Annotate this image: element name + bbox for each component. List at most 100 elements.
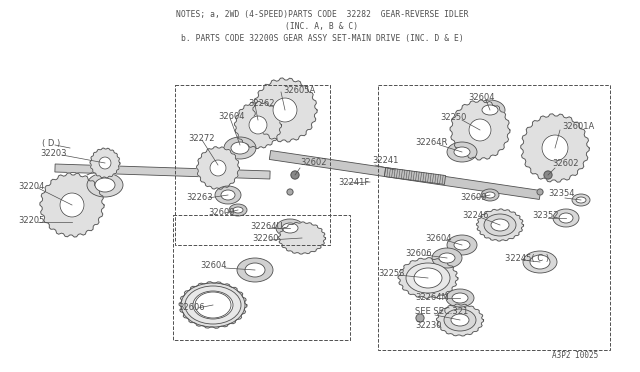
Polygon shape — [179, 282, 247, 328]
Ellipse shape — [414, 268, 442, 288]
Ellipse shape — [447, 235, 477, 255]
Text: 32203: 32203 — [40, 148, 67, 157]
Ellipse shape — [523, 251, 557, 273]
Ellipse shape — [475, 100, 505, 120]
Ellipse shape — [572, 194, 590, 206]
Ellipse shape — [229, 204, 247, 216]
Ellipse shape — [95, 178, 115, 192]
Ellipse shape — [491, 219, 509, 231]
Ellipse shape — [282, 223, 298, 233]
Ellipse shape — [454, 240, 470, 250]
Ellipse shape — [185, 286, 241, 324]
Text: b. PARTS CODE 32200S GEAR ASSY SET-MAIN DRIVE (INC. D & E): b. PARTS CODE 32200S GEAR ASSY SET-MAIN … — [180, 34, 463, 43]
Text: 32606: 32606 — [405, 248, 431, 257]
Ellipse shape — [553, 209, 579, 227]
Text: 32609: 32609 — [460, 192, 486, 202]
Polygon shape — [436, 304, 484, 336]
Text: (INC. A, B & C): (INC. A, B & C) — [285, 22, 358, 31]
Ellipse shape — [233, 207, 243, 213]
Ellipse shape — [439, 253, 455, 263]
Polygon shape — [385, 167, 445, 185]
Text: 32263: 32263 — [186, 192, 212, 202]
Polygon shape — [398, 258, 458, 298]
Text: 32241F: 32241F — [338, 177, 369, 186]
Text: 32604: 32604 — [468, 93, 495, 102]
Circle shape — [249, 116, 267, 134]
Circle shape — [287, 189, 293, 195]
Text: 32606: 32606 — [178, 304, 205, 312]
Text: 32604: 32604 — [425, 234, 451, 243]
Polygon shape — [196, 147, 239, 189]
Ellipse shape — [195, 292, 231, 318]
Ellipse shape — [485, 192, 495, 198]
Text: 32253: 32253 — [378, 269, 404, 278]
Ellipse shape — [484, 214, 516, 236]
Ellipse shape — [446, 289, 474, 307]
Polygon shape — [40, 173, 104, 237]
Text: 32272: 32272 — [188, 134, 214, 142]
Ellipse shape — [231, 142, 249, 154]
Circle shape — [469, 119, 491, 141]
Ellipse shape — [576, 197, 586, 203]
Ellipse shape — [237, 258, 273, 282]
Text: 32264M: 32264M — [415, 292, 449, 301]
Polygon shape — [90, 148, 120, 178]
Text: 32352: 32352 — [532, 211, 559, 219]
Ellipse shape — [406, 263, 450, 293]
Ellipse shape — [481, 189, 499, 201]
Circle shape — [544, 171, 552, 179]
Ellipse shape — [559, 213, 573, 223]
Polygon shape — [269, 151, 541, 199]
Circle shape — [60, 193, 84, 217]
Text: 32264R: 32264R — [415, 138, 447, 147]
Ellipse shape — [447, 142, 477, 162]
Ellipse shape — [276, 219, 304, 237]
Circle shape — [416, 314, 424, 322]
Ellipse shape — [444, 309, 476, 331]
Text: 32604: 32604 — [218, 112, 244, 121]
Polygon shape — [55, 164, 270, 179]
Text: 32204: 32204 — [18, 182, 44, 190]
Polygon shape — [253, 78, 317, 142]
Ellipse shape — [432, 248, 462, 268]
Ellipse shape — [452, 293, 468, 303]
Polygon shape — [450, 100, 510, 160]
Ellipse shape — [224, 137, 256, 159]
Circle shape — [291, 171, 299, 179]
Ellipse shape — [245, 263, 265, 277]
Text: 32602: 32602 — [552, 158, 579, 167]
Ellipse shape — [451, 314, 469, 326]
Polygon shape — [476, 209, 524, 241]
Text: ( D ): ( D ) — [42, 138, 60, 148]
Text: 32602: 32602 — [300, 157, 326, 167]
Text: 32264U: 32264U — [250, 221, 283, 231]
Ellipse shape — [193, 291, 233, 319]
Text: SEE SEC.321: SEE SEC.321 — [415, 308, 468, 317]
Circle shape — [537, 189, 543, 195]
Ellipse shape — [454, 147, 470, 157]
Text: 32605A: 32605A — [283, 86, 316, 94]
Circle shape — [210, 160, 226, 176]
Text: 32604: 32604 — [200, 262, 227, 270]
Circle shape — [99, 157, 111, 169]
Polygon shape — [234, 102, 282, 148]
Polygon shape — [521, 114, 589, 182]
Circle shape — [273, 98, 297, 122]
Ellipse shape — [482, 105, 498, 115]
Text: 32230: 32230 — [415, 321, 442, 330]
Text: 32241: 32241 — [372, 155, 398, 164]
Text: 32246: 32246 — [462, 211, 488, 219]
Text: 32260: 32260 — [252, 234, 278, 243]
Ellipse shape — [221, 190, 235, 200]
Polygon shape — [278, 222, 326, 254]
Circle shape — [542, 135, 568, 161]
Text: 32245( C ): 32245( C ) — [505, 253, 549, 263]
Text: 32262: 32262 — [248, 99, 275, 108]
Ellipse shape — [181, 283, 245, 327]
Text: 32601A: 32601A — [562, 122, 595, 131]
Text: A3P2 I0025: A3P2 I0025 — [552, 351, 598, 360]
Text: 32609: 32609 — [208, 208, 234, 217]
Text: 32354: 32354 — [548, 189, 575, 198]
Text: 32205: 32205 — [18, 215, 44, 224]
Text: 32250: 32250 — [440, 112, 467, 122]
